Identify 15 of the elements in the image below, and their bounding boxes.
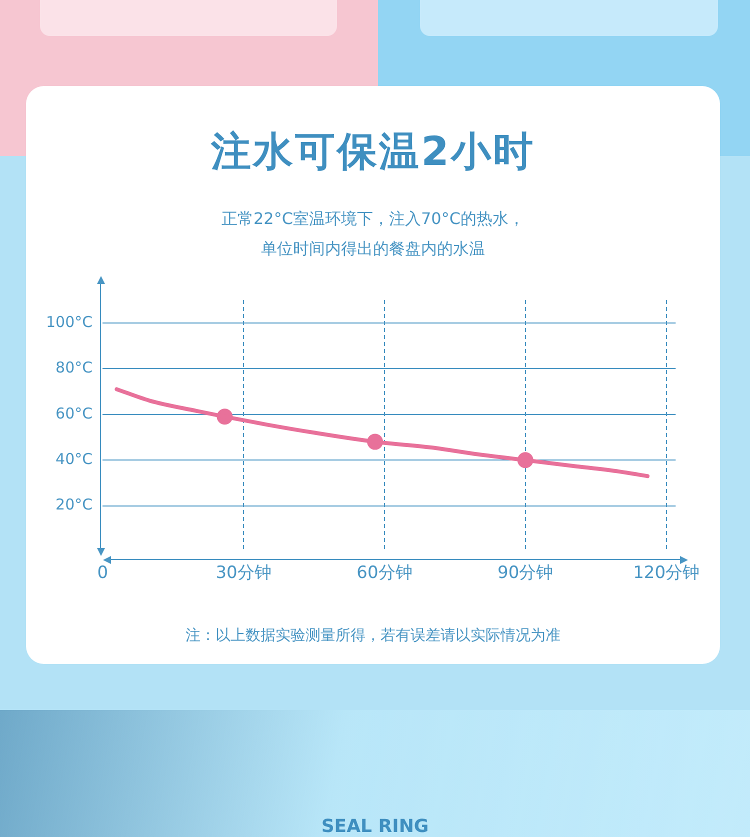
y-tick-label: 20°C bbox=[56, 496, 93, 514]
x-tick-label: 60分钟 bbox=[356, 563, 412, 584]
x-tick-label: 0 bbox=[97, 563, 108, 584]
text: 注：以上数据实验测量所得，若有误差请以实际情况为准 bbox=[184, 626, 562, 645]
chart-subtitle: 正常22°C室温环境下，注入70°C的热水，单位时间内得出的餐盘内的水温 bbox=[220, 208, 526, 260]
x-tick-label: 120分钟 bbox=[633, 563, 700, 584]
chart-title: 注水可保温2小时 bbox=[210, 128, 536, 177]
x-tick-label: 30分钟 bbox=[216, 563, 272, 584]
y-tick-label: 100°C bbox=[46, 312, 93, 331]
text: SEAL RING bbox=[320, 816, 430, 837]
y-tick-label: 40°C bbox=[56, 450, 93, 468]
y-tick-label: 80°C bbox=[56, 358, 93, 377]
x-tick-label: 90分钟 bbox=[498, 563, 554, 584]
line-series bbox=[114, 387, 650, 478]
y-tick-label: 60°C bbox=[56, 404, 93, 422]
